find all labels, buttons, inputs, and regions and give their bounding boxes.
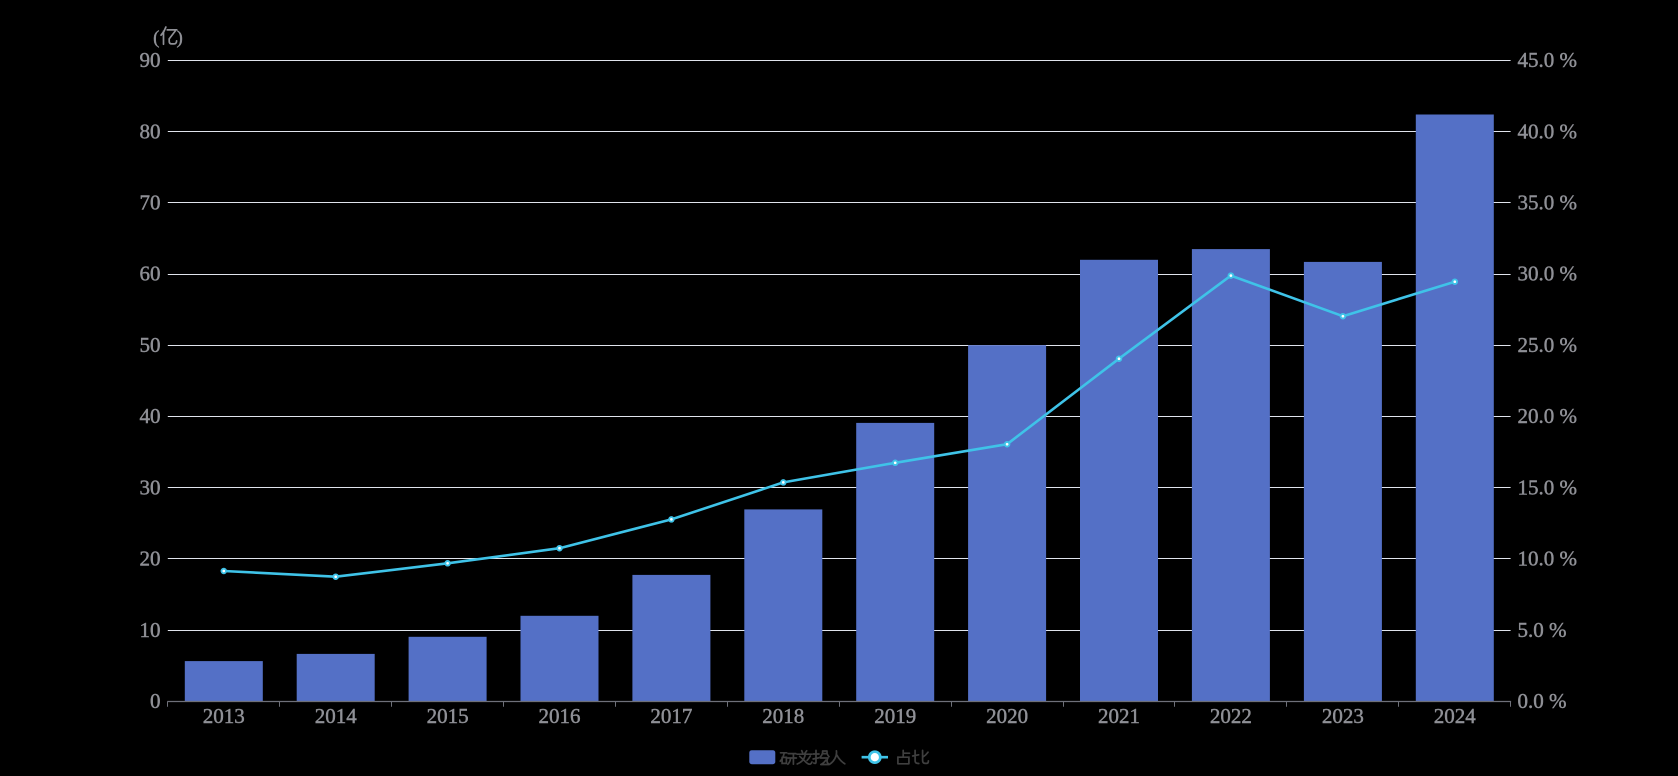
- svg-text:2023: 2023: [1322, 704, 1364, 728]
- svg-text:45.0 %: 45.0 %: [1518, 48, 1578, 72]
- svg-text:2017: 2017: [650, 704, 692, 728]
- svg-text:25.0 %: 25.0 %: [1518, 333, 1578, 357]
- svg-text:60: 60: [140, 262, 161, 286]
- svg-text:35.0 %: 35.0 %: [1518, 191, 1578, 215]
- svg-text:2022: 2022: [1210, 704, 1252, 728]
- svg-text:2016: 2016: [539, 704, 581, 728]
- svg-text:20: 20: [140, 547, 161, 571]
- svg-text:20.0 %: 20.0 %: [1518, 404, 1578, 428]
- svg-text:2019: 2019: [874, 704, 916, 728]
- svg-text:5.0 %: 5.0 %: [1518, 618, 1567, 642]
- svg-text:15.0 %: 15.0 %: [1518, 475, 1578, 499]
- svg-text:30.0 %: 30.0 %: [1518, 262, 1578, 286]
- svg-text:2014: 2014: [315, 704, 358, 728]
- svg-text:40: 40: [140, 404, 161, 428]
- svg-text:30: 30: [140, 475, 161, 499]
- svg-text:50: 50: [140, 333, 161, 357]
- svg-text:0: 0: [150, 689, 161, 713]
- svg-text:2024: 2024: [1434, 704, 1477, 728]
- svg-text:): ): [177, 28, 183, 49]
- svg-text:2013: 2013: [203, 704, 245, 728]
- svg-text:2018: 2018: [762, 704, 804, 728]
- svg-text:70: 70: [140, 191, 161, 215]
- svg-text:10.0 %: 10.0 %: [1518, 547, 1578, 571]
- svg-text:2020: 2020: [986, 704, 1028, 728]
- svg-text:2021: 2021: [1098, 704, 1140, 728]
- svg-text:2015: 2015: [427, 704, 469, 728]
- svg-text:0.0 %: 0.0 %: [1518, 689, 1567, 713]
- svg-text:10: 10: [140, 618, 161, 642]
- svg-text:(: (: [153, 28, 159, 49]
- svg-text:80: 80: [140, 119, 161, 143]
- svg-text:90: 90: [140, 48, 161, 72]
- svg-text:40.0 %: 40.0 %: [1518, 119, 1578, 143]
